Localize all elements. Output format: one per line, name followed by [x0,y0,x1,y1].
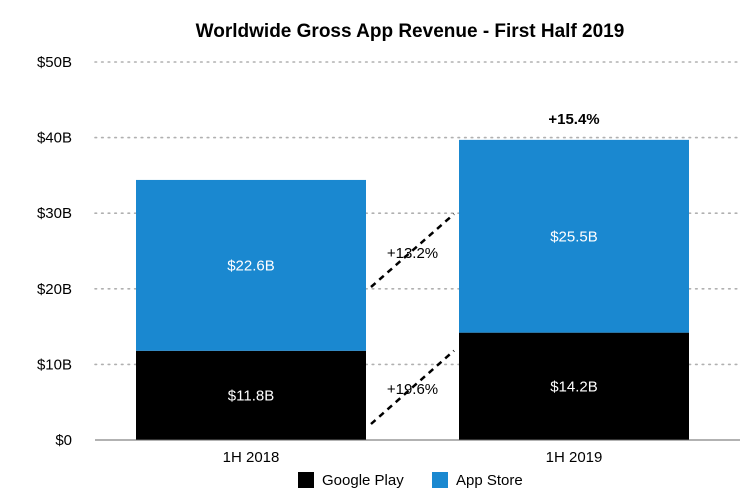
bar-google-play [459,332,689,440]
bar-value-label: $11.8B [228,387,274,404]
x-category-label: 1H 2019 [546,449,603,466]
chart-title: Worldwide Gross App Revenue - First Half… [196,21,625,42]
total-growth-label: +15.4% [548,111,599,128]
y-tick-label: $40B [37,130,72,147]
growth-annotations: +19.6% +13.2% +15.4% [370,111,600,425]
bar-app-store [136,179,366,351]
y-tick-label: $50B [37,54,72,71]
legend-swatch-app-store [432,472,448,488]
bars: $11.8B $22.6B $14.2B $25.5B [136,139,689,440]
y-axis-tick-labels: $0 $10B $20B $30B $40B $50B [37,54,72,449]
legend-label: Google Play [322,472,404,489]
legend-label: App Store [456,472,523,489]
x-category-label: 1H 2018 [223,449,280,466]
google-play-growth-connector [370,349,455,425]
y-tick-label: $0 [55,432,72,449]
app-store-growth-label: +13.2% [387,245,438,262]
bar-app-store [459,139,689,333]
bar-value-label: $14.2B [550,378,598,395]
bar-value-label: $25.5B [550,228,598,245]
bar-google-play [136,350,366,440]
y-tick-label: $20B [37,281,72,298]
google-play-growth-label: +19.6% [387,381,438,398]
x-axis-category-labels: 1H 2018 1H 2019 [223,449,603,466]
app-store-growth-connector [370,213,455,288]
y-tick-label: $10B [37,356,72,373]
legend: Google Play App Store [298,472,523,489]
bar-value-label: $22.6B [227,257,275,274]
y-tick-label: $30B [37,205,72,222]
legend-swatch-google-play [298,472,314,488]
